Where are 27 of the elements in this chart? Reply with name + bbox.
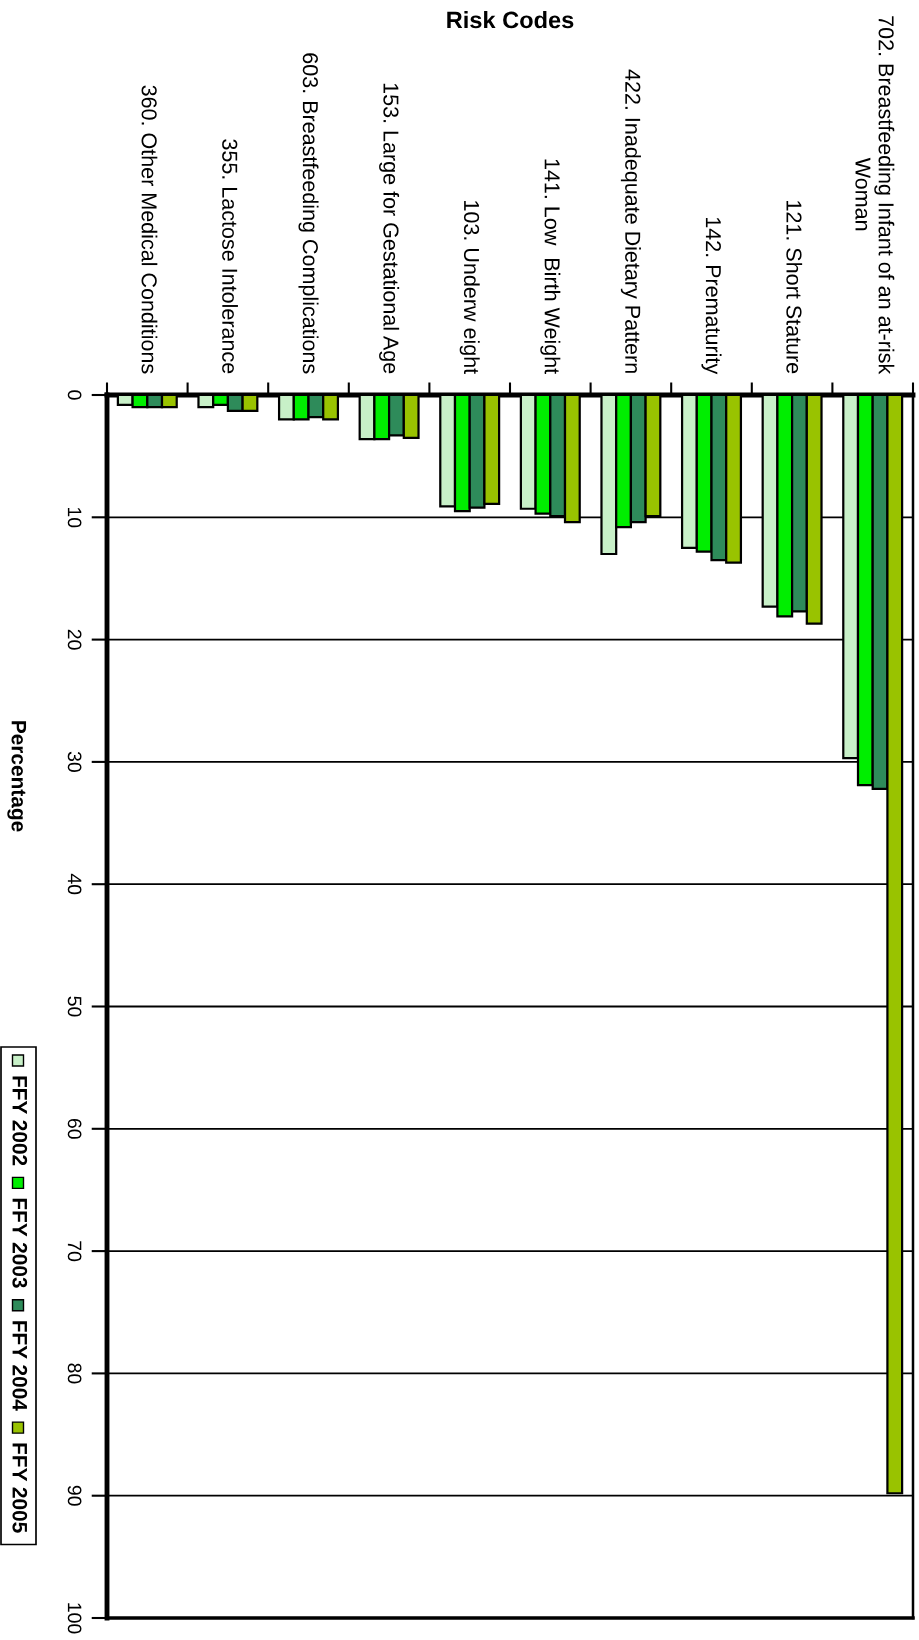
- legend-label: FFY 2003: [12, 1198, 28, 1288]
- x-tick-label: 360. Other Medical Conditions: [141, 85, 158, 374]
- legend-label: FFY 2005: [12, 1443, 28, 1533]
- x-tick-label: 121. Short Stature: [786, 201, 803, 374]
- legend-label: FFY 2002: [12, 1076, 28, 1166]
- y-axis-title: Percentage: [7, 721, 27, 832]
- x-tick-label: 141. Low Birth Weight: [540, 159, 561, 375]
- y-tick-label: 0: [67, 390, 82, 400]
- y-tick-label: 70: [67, 1241, 82, 1262]
- legend-label: FFY 2004: [12, 1321, 28, 1411]
- x-tick-label: 355. Lactose Intolerance: [222, 139, 238, 374]
- y-tick-label: 50: [67, 996, 82, 1017]
- y-tick-label: 100: [67, 1603, 82, 1634]
- y-tick-label: 10: [67, 507, 82, 528]
- y-tick-label: 60: [67, 1118, 82, 1139]
- y-tick-label: 80: [67, 1363, 82, 1384]
- y-tick-label: 40: [67, 873, 82, 895]
- y-tick-label: 20: [67, 629, 82, 650]
- x-tick-label: 103. Underw eight: [459, 201, 480, 375]
- x-tick-label: 603. Breastfeeding Complications: [298, 53, 319, 374]
- y-tick-label: 90: [67, 1485, 82, 1506]
- x-tick-label: 153. Large for Gestational Age: [379, 83, 400, 374]
- x-tick-label: 702. Breastfeeding Infant of an at-risk Woman: [855, 16, 895, 375]
- x-tick-label: 422. Inadequate Dietary Pattern: [620, 69, 641, 373]
- x-tick-label: 142. Prematurity: [701, 217, 722, 375]
- y-tick-label: 30: [67, 751, 82, 772]
- x-axis-title: Risk Codes: [447, 11, 574, 29]
